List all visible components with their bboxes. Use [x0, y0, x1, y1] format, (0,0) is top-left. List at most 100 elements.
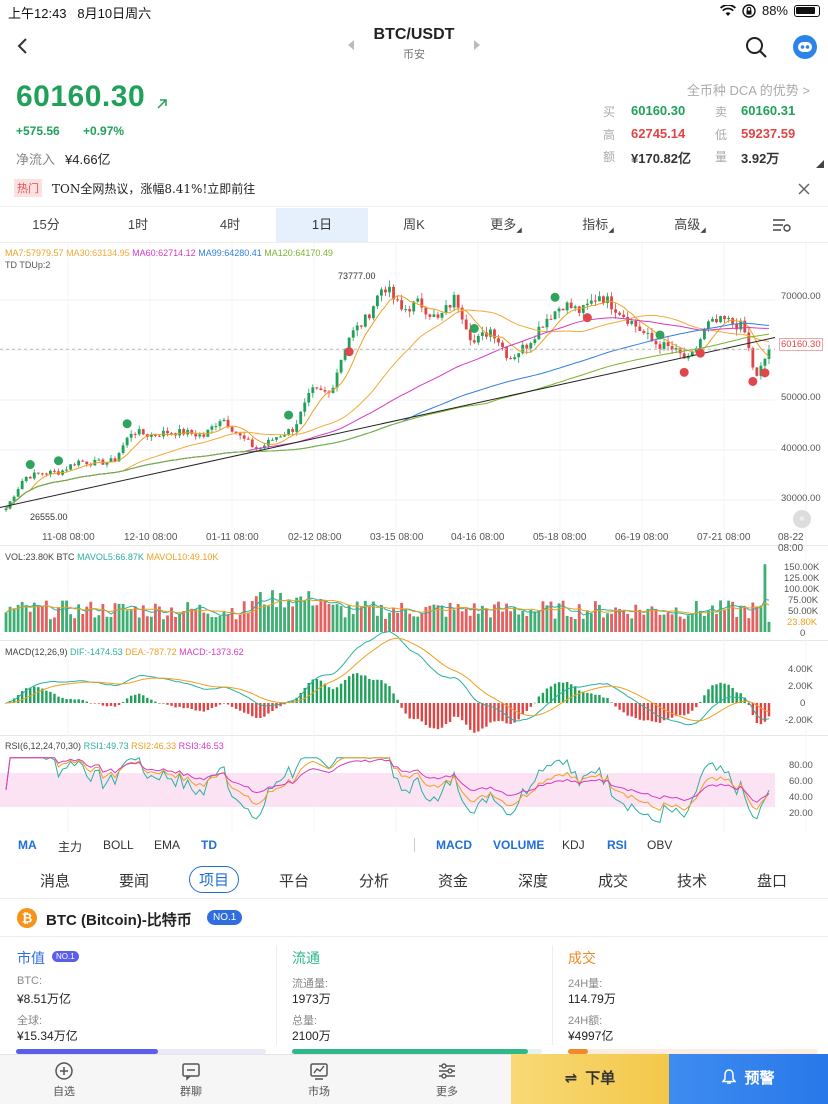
search-icon[interactable]: [744, 35, 768, 59]
expand-corner-icon[interactable]: [816, 160, 824, 168]
indicator-kdj[interactable]: KDJ: [562, 838, 585, 852]
candle-body: [416, 298, 420, 302]
nav-watchlist[interactable]: 自选: [29, 1055, 99, 1099]
candle-body: [158, 435, 161, 437]
kline-chart-area[interactable]: [0, 243, 828, 833]
macd-histogram-bar: [73, 699, 76, 703]
macd-histogram-bar: [279, 703, 282, 707]
macd-histogram-bar: [226, 703, 230, 705]
next-pair-icon[interactable]: [474, 40, 480, 50]
candle-body: [392, 286, 395, 300]
tab-15m[interactable]: 15分: [32, 217, 60, 232]
volume-bar: [319, 598, 323, 632]
macd-histogram-bar: [380, 680, 383, 703]
indicator-td[interactable]: TD: [201, 838, 217, 852]
macd-histogram-bar: [715, 684, 718, 703]
dca-link[interactable]: 全币种 DCA 的优势 >: [686, 83, 810, 98]
indicator-ema[interactable]: EMA: [154, 838, 181, 852]
tab-1d[interactable]: 1日: [276, 208, 368, 242]
mavol10-line: [5, 598, 770, 615]
close-icon[interactable]: [797, 182, 811, 196]
prev-pair-icon[interactable]: [348, 40, 354, 50]
section-tab-orderbook[interactable]: 盘口: [757, 873, 788, 890]
circulation-bar: [292, 1049, 528, 1054]
volume-bar: [174, 617, 177, 632]
candle-body: [262, 445, 266, 449]
volume-bar: [501, 611, 504, 632]
nav-group-chat[interactable]: 群聊: [156, 1055, 226, 1099]
nav-market[interactable]: 市场: [284, 1055, 354, 1099]
indicator-rsi[interactable]: RSI: [607, 838, 628, 852]
tab-indicators[interactable]: 指标◢: [552, 208, 644, 242]
indicator-macd[interactable]: MACD: [436, 838, 472, 852]
section-tab-news[interactable]: 消息: [40, 873, 71, 890]
section-tab-depth[interactable]: 深度: [518, 873, 549, 890]
volume-bar: [614, 607, 617, 632]
indicator-ma[interactable]: MA: [18, 838, 37, 852]
macd-histogram-bar: [456, 703, 460, 717]
macd-histogram-bar: [230, 703, 234, 707]
tab-1w[interactable]: 周K: [403, 217, 425, 232]
macd-histogram-bar: [198, 703, 201, 711]
total-supply-label: 总量:: [292, 1015, 318, 1027]
macd-histogram-bar: [638, 703, 642, 720]
macd-histogram-bar: [674, 703, 678, 716]
tab-advanced[interactable]: 高级◢: [644, 208, 736, 242]
candle-body: [202, 434, 206, 437]
buy-price: 60160.30: [631, 103, 686, 118]
volume-bar: [444, 616, 448, 632]
macd-histogram-bar: [174, 703, 177, 708]
macd-histogram-bar: [182, 703, 185, 709]
section-tab-trades[interactable]: 成交: [598, 873, 629, 890]
indicator-boll[interactable]: BOLL: [103, 838, 134, 852]
indicator-obv[interactable]: OBV: [647, 838, 673, 852]
macd-histogram-bar: [537, 696, 541, 703]
tab-4h[interactable]: 4时: [219, 217, 241, 232]
macd-histogram-bar: [61, 697, 64, 703]
tab-more[interactable]: 更多◢: [460, 208, 552, 242]
macd-histogram-bar: [606, 697, 609, 703]
macd-histogram-bar: [481, 703, 484, 729]
volume-bar: [53, 617, 56, 632]
rsi3-legend: RSI3:46.53: [178, 741, 224, 751]
back-arrow-icon[interactable]: [14, 36, 32, 56]
td-sell-marker: [748, 376, 758, 386]
volume-bar: [408, 613, 412, 632]
x-tick: 11-08 08:00: [42, 532, 95, 543]
section-tab-headlines[interactable]: 要闻: [119, 873, 150, 890]
nav-more[interactable]: 更多: [412, 1055, 482, 1099]
section-tab-project[interactable]: 项目: [189, 866, 240, 893]
section-tab-platform[interactable]: 平台: [279, 873, 310, 890]
volume-bar: [622, 609, 626, 632]
tab-1h[interactable]: 1时: [127, 217, 149, 232]
assistant-avatar-icon[interactable]: [792, 34, 818, 60]
candle-body: [137, 429, 141, 435]
hot-text: TON全网热议，涨幅8.41%!立即前往: [52, 182, 256, 196]
indicator-main-force[interactable]: 主力: [58, 840, 83, 854]
amount-value: ¥170.82亿: [631, 151, 691, 166]
section-tab-funds[interactable]: 资金: [438, 873, 469, 890]
rsi-y-tick: 60.00: [789, 776, 813, 787]
volume-bar: [606, 613, 609, 632]
chart-settings-icon[interactable]: [772, 217, 792, 233]
td-buy-marker: [53, 456, 63, 466]
volume-bar: [178, 613, 182, 632]
place-order-label: 下单: [585, 1070, 616, 1087]
volume-bar: [44, 600, 48, 632]
section-tab-technical[interactable]: 技术: [677, 873, 708, 890]
macd-histogram-bar: [477, 703, 480, 732]
scroll-to-latest-icon[interactable]: «: [793, 510, 811, 528]
candle-body: [222, 419, 226, 422]
candle-body: [194, 433, 198, 437]
place-order-button[interactable]: ⇌ 下单: [511, 1054, 669, 1104]
candle-body: [198, 434, 202, 437]
candle-body: [73, 464, 77, 466]
nav-watchlist-label: 自选: [53, 1086, 75, 1098]
section-tab-analysis[interactable]: 分析: [359, 873, 390, 890]
market-cap-header: 市值: [17, 950, 45, 966]
price-alert-button[interactable]: 预警: [669, 1054, 828, 1104]
indicator-volume[interactable]: VOLUME: [493, 838, 545, 852]
hot-banner[interactable]: 热门 TON全网热议，涨幅8.41%!立即前往: [14, 178, 814, 198]
volume-bar: [81, 613, 85, 632]
volume-bar: [509, 611, 513, 632]
